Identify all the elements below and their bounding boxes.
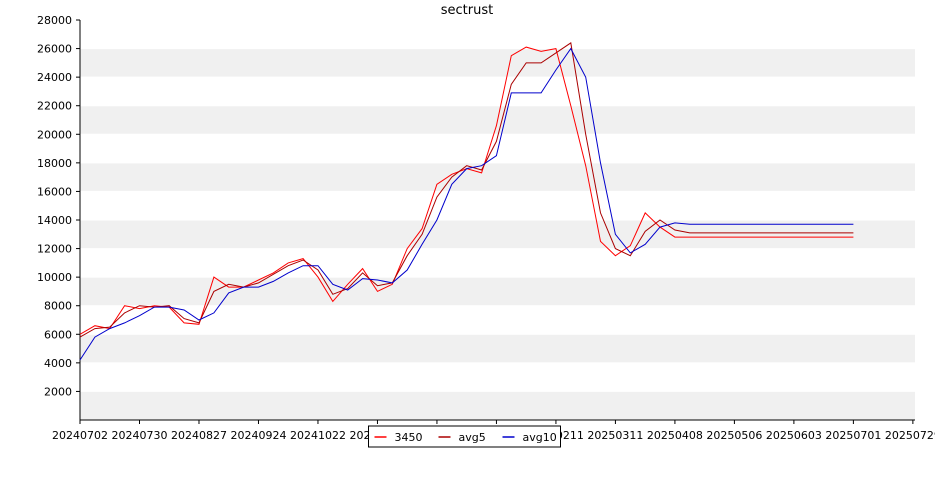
grid-band	[80, 48, 915, 78]
legend-label: 3450	[395, 431, 423, 444]
y-tick-label: 14000	[37, 214, 72, 227]
x-tick-label: 20240730	[111, 429, 167, 442]
x-tick-label: 20250408	[647, 429, 703, 442]
y-tick-label: 26000	[37, 43, 72, 56]
y-tick-label: 10000	[37, 271, 72, 284]
y-tick-label: 20000	[37, 128, 72, 141]
x-tick-label: 20250506	[706, 429, 762, 442]
legend-label: avg10	[523, 431, 557, 444]
y-tick-label: 2000	[44, 385, 72, 398]
x-tick-label: 20250701	[825, 429, 881, 442]
y-tick-label: 4000	[44, 357, 72, 370]
x-tick-label: 20241022	[290, 429, 346, 442]
legend-label: avg5	[459, 431, 486, 444]
x-tick-label: 20250729	[885, 429, 935, 442]
grid-band	[80, 334, 915, 363]
legend-box	[368, 425, 561, 448]
y-tick-label: 22000	[37, 100, 72, 113]
grid-band	[80, 391, 915, 420]
y-tick-label: 28000	[37, 14, 72, 27]
y-tick-label: 18000	[37, 157, 72, 170]
grid-band	[80, 277, 915, 306]
x-tick-label: 20250603	[766, 429, 822, 442]
y-tick-label: 24000	[37, 71, 72, 84]
grid-band	[80, 162, 915, 192]
chart-title: sectrust	[441, 3, 493, 18]
line-series	[79, 47, 854, 361]
legend: 3450 avg5 avg10	[368, 425, 561, 448]
x-tick-label: 20240827	[171, 429, 227, 442]
y-tick-label: 8000	[44, 300, 72, 313]
x-tick-label: 20240702	[52, 429, 108, 442]
line-series	[79, 42, 854, 338]
y-tick-label: 12000	[37, 243, 72, 256]
x-tick-label: 20250311	[587, 429, 643, 442]
y-tick-label: 16000	[37, 185, 72, 198]
y-tick-label: 6000	[44, 328, 72, 341]
x-tick-label: 20240924	[230, 429, 286, 442]
